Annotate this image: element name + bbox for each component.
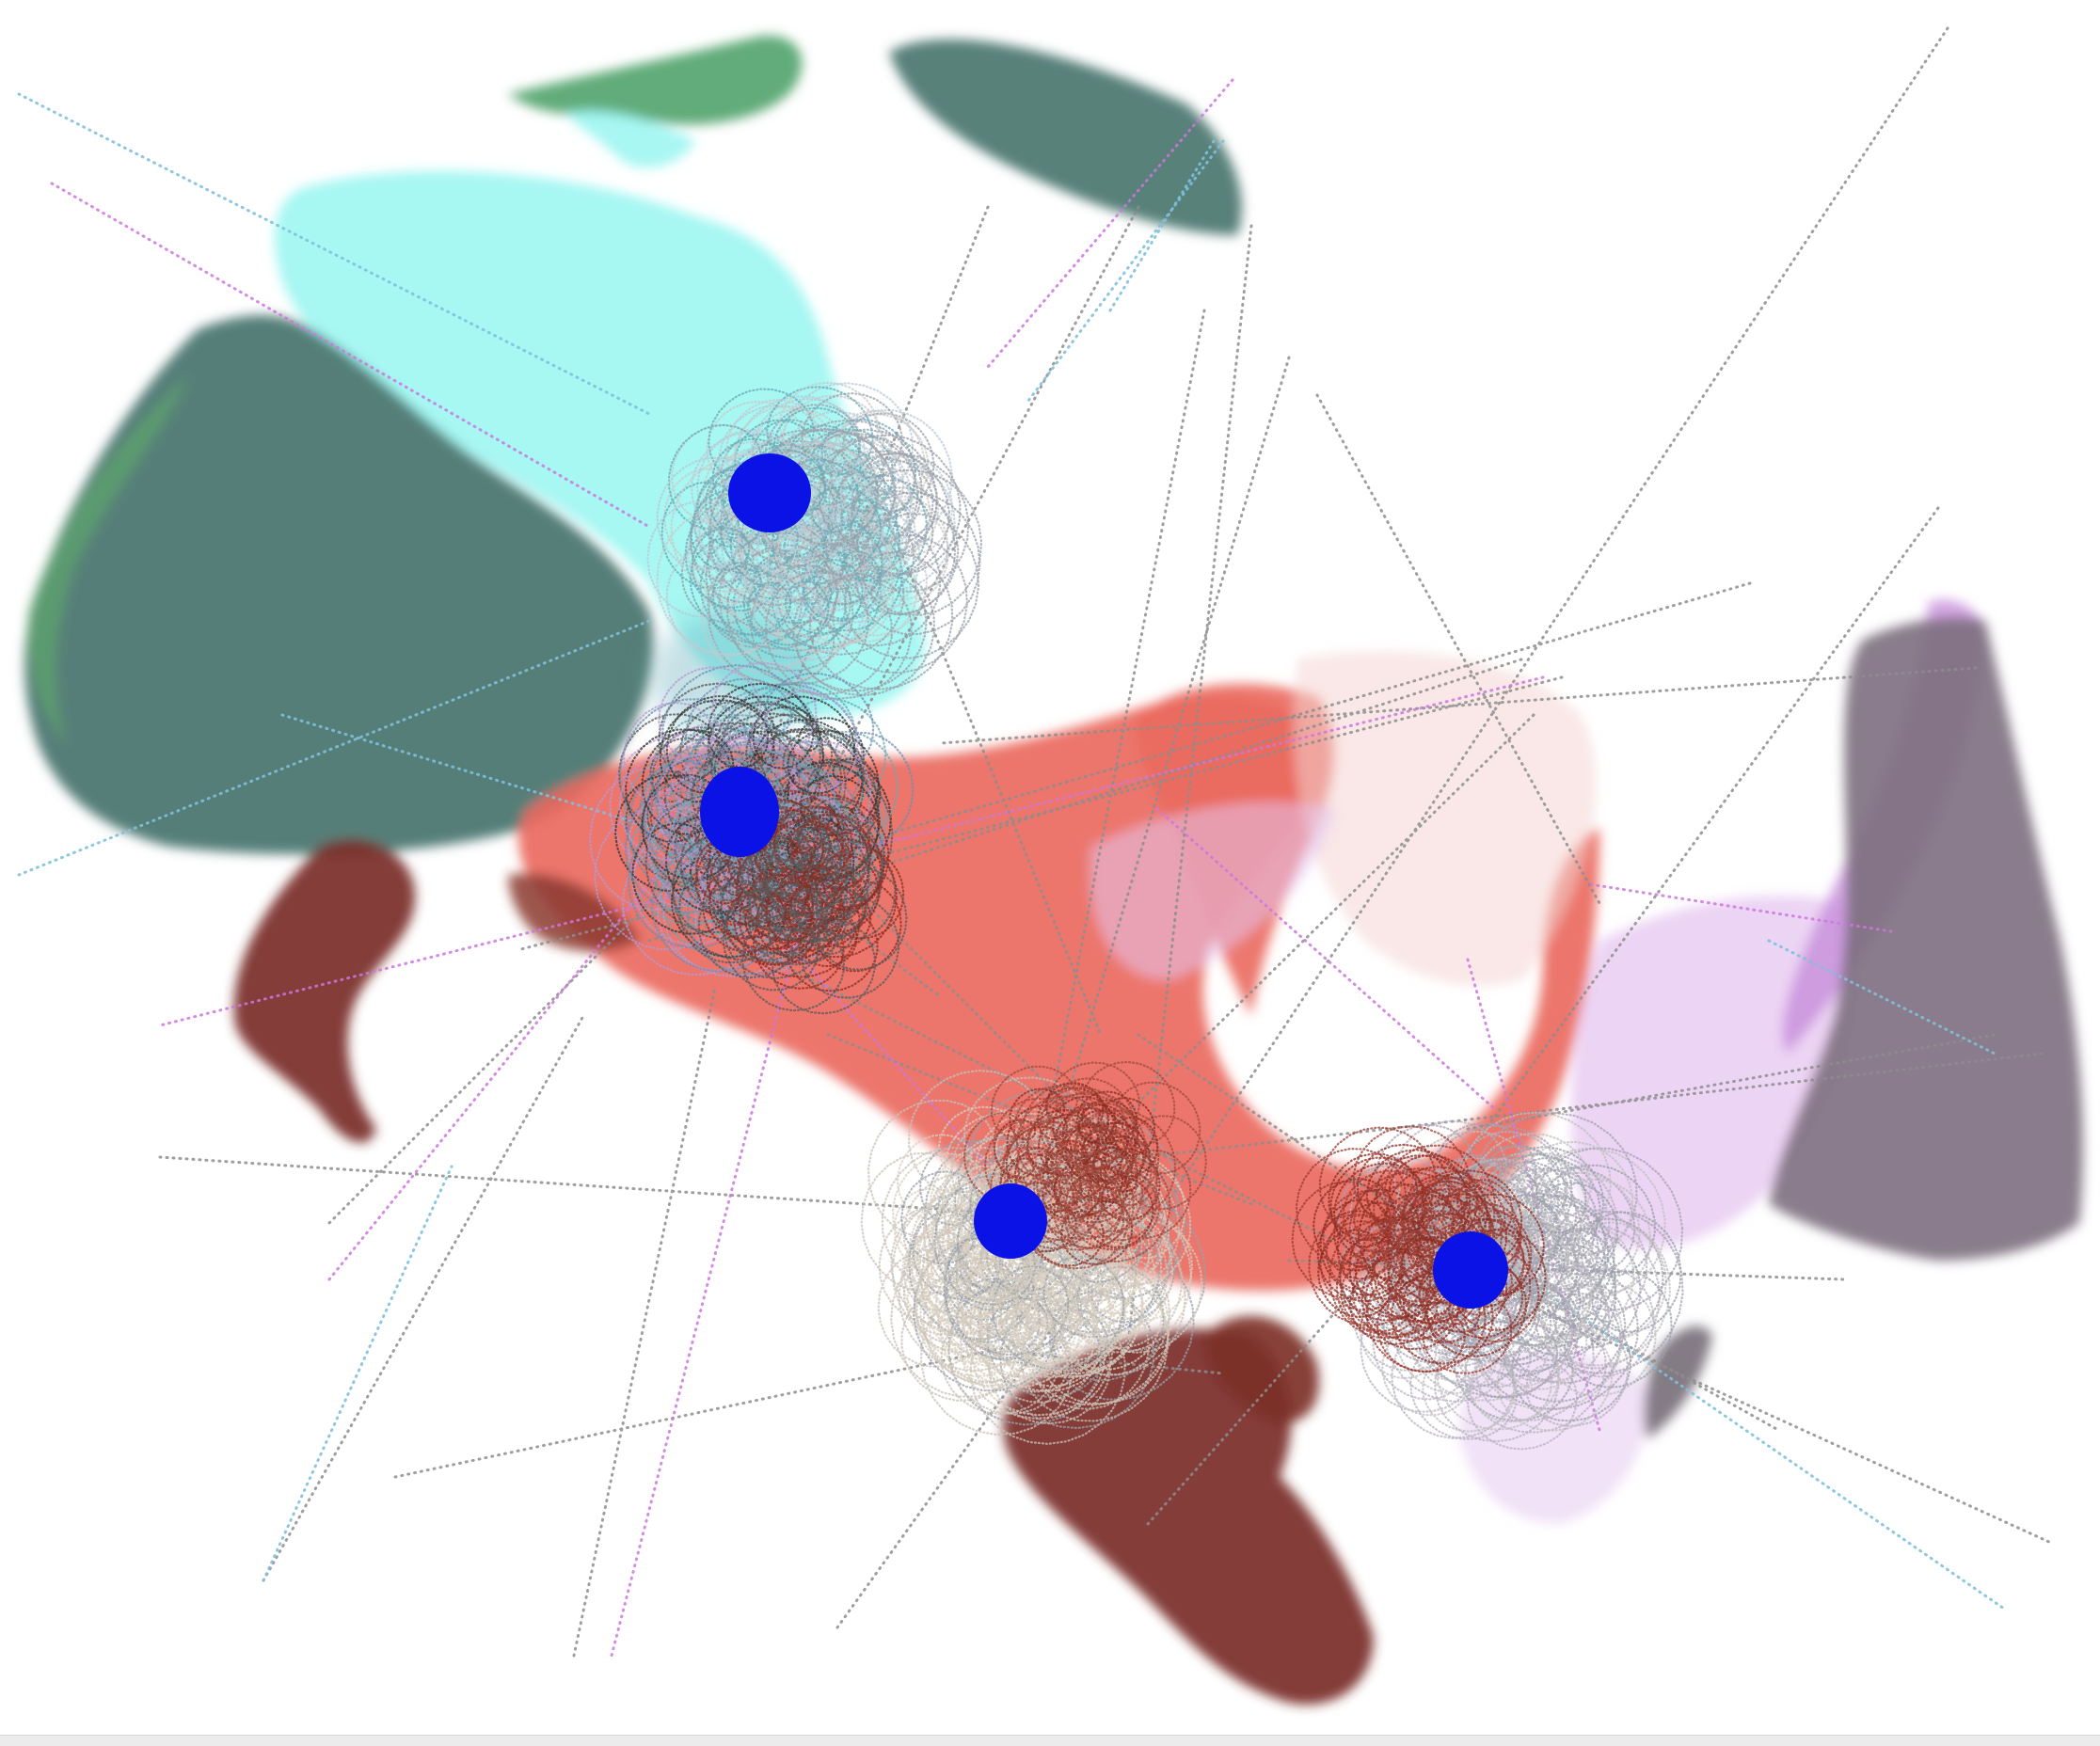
scribble-loop	[656, 452, 893, 686]
left-teal-blob	[24, 315, 654, 855]
scribble-loop	[1428, 1192, 1642, 1403]
scribble-loop	[1061, 1090, 1159, 1190]
scribble-clusters	[588, 381, 1684, 1451]
bottom-strip	[0, 1735, 2100, 1746]
scribble-loop	[736, 804, 883, 952]
pale-pink-wash	[1293, 651, 1597, 986]
scribble-loop	[740, 835, 838, 932]
scribble-loop	[618, 661, 872, 915]
cyan-blob	[274, 170, 926, 717]
blue-node-3	[974, 1183, 1047, 1259]
scribble-loop	[641, 682, 880, 929]
scribble-loop	[907, 1120, 1203, 1417]
blue-nodes	[700, 453, 1508, 1309]
top-green-ribbon	[508, 35, 803, 125]
scribble-loop	[1291, 1125, 1503, 1337]
scribble-loop	[1351, 1187, 1540, 1374]
scribble-loop	[720, 826, 908, 1015]
lavender-wash-center	[1090, 802, 1336, 980]
left-darkred-sliver	[508, 873, 640, 952]
blue-node-4	[1433, 1231, 1508, 1309]
blue-node-2	[700, 767, 779, 857]
scribble-loop	[983, 1085, 1153, 1251]
scribble-loop	[1390, 1183, 1598, 1389]
ribbon-shapes	[24, 35, 2083, 1705]
scribble-loop	[1319, 1154, 1486, 1318]
scribble-loop	[877, 1160, 1127, 1416]
top-right-teal-leaf	[889, 39, 1242, 236]
scribble-loop	[646, 727, 786, 868]
left-darkred-shape	[233, 839, 416, 1143]
scribble-loop	[1347, 1166, 1547, 1365]
scribble-loop	[1036, 1124, 1159, 1250]
scribble-loop	[655, 672, 915, 919]
scribble-loop	[705, 419, 983, 701]
blue-node-1	[728, 453, 811, 532]
right-gray-panel	[1769, 617, 2083, 1261]
left-green-edge	[27, 376, 188, 743]
scribble-loop	[1350, 1185, 1611, 1443]
bottom-darkred-lobe	[1204, 1315, 1319, 1423]
scribble-loop	[945, 1164, 1176, 1399]
scribble-loop	[694, 799, 846, 950]
scribble-loop	[1325, 1181, 1488, 1340]
top-cyan-wisp	[565, 110, 696, 168]
